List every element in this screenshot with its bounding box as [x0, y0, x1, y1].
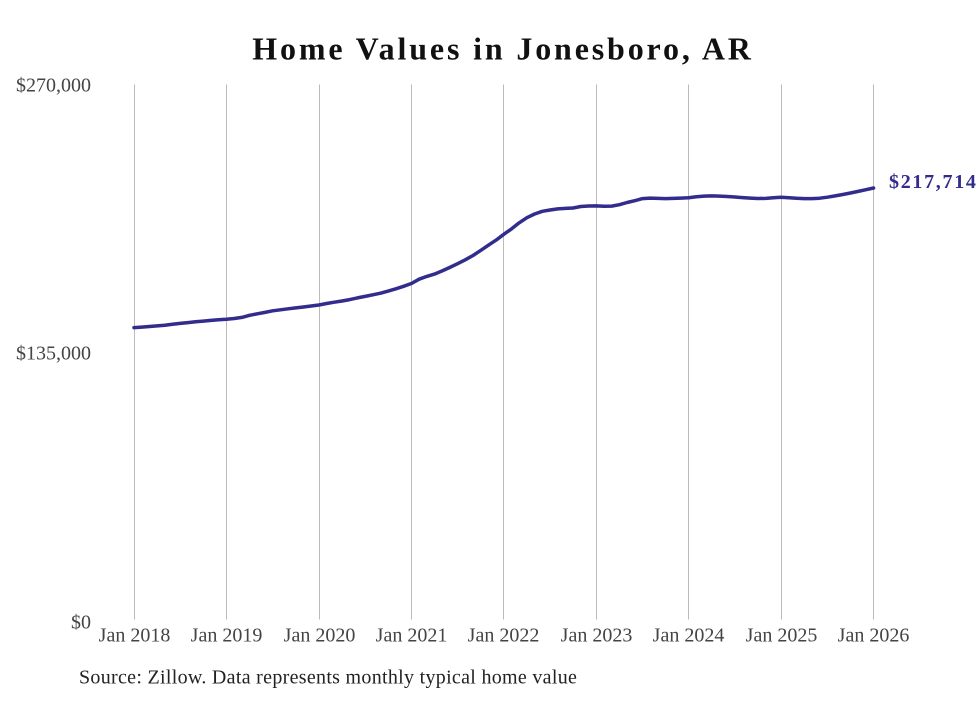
svg-text:Jan 2020: Jan 2020 — [284, 625, 356, 647]
svg-text:$270,000: $270,000 — [16, 75, 91, 97]
svg-text:Jan 2026: Jan 2026 — [838, 625, 910, 647]
svg-text:Jan 2024: Jan 2024 — [653, 625, 725, 647]
svg-text:$0: $0 — [71, 612, 91, 634]
svg-text:$217,714: $217,714 — [889, 171, 978, 193]
svg-text:Jan 2023: Jan 2023 — [561, 625, 633, 647]
svg-text:Source: Zillow. Data represent: Source: Zillow. Data represents monthly … — [79, 667, 577, 689]
svg-text:Jan 2019: Jan 2019 — [191, 625, 263, 647]
svg-text:Home Values in Jonesboro, AR: Home Values in Jonesboro, AR — [252, 31, 754, 67]
svg-text:Jan 2018: Jan 2018 — [99, 625, 171, 647]
svg-text:Jan 2025: Jan 2025 — [746, 625, 818, 647]
svg-text:$135,000: $135,000 — [16, 343, 91, 365]
svg-text:Jan 2021: Jan 2021 — [376, 625, 448, 647]
svg-text:Jan 2022: Jan 2022 — [468, 625, 540, 647]
